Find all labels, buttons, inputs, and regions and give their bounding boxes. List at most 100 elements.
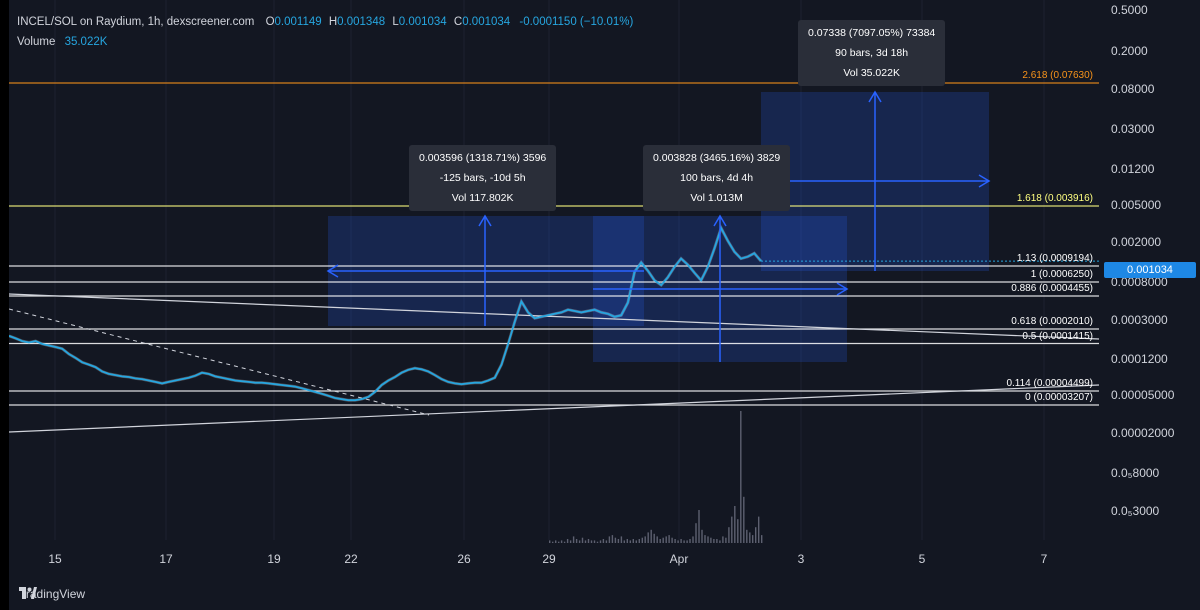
legend-high: 0.001348: [337, 16, 386, 28]
measure-tooltip-1: 0.003596 (1318.71%) 3596 -125 bars, -10d…: [409, 145, 557, 211]
fib-level-label: 0 (0.00003207): [1025, 392, 1093, 403]
price-tick-label: 0.00005000: [1111, 388, 1175, 402]
fib-level-label: 0.114 (0.00004499): [1006, 377, 1093, 389]
volume-bar: [629, 540, 631, 543]
volume-bar: [638, 539, 640, 543]
time-tick-label: 26: [457, 552, 471, 566]
legend-open-label: O: [265, 16, 275, 28]
volume-bar: [581, 537, 584, 543]
volume-bar: [707, 536, 709, 543]
volume-bar: [659, 539, 661, 543]
volume-bar: [608, 536, 611, 543]
measure-arrowhead-side-3: [978, 174, 991, 188]
volume-bar: [692, 536, 694, 543]
measure-arrowhead-side-1: [326, 264, 339, 278]
volume-bar: [596, 541, 599, 543]
volume-bar: [740, 411, 742, 543]
legend-volume: Volume 35.022K: [17, 36, 107, 48]
volume-bar: [560, 540, 563, 543]
fib-level-label: 0.618 (0.0002010): [1011, 315, 1093, 327]
volume-bar: [593, 540, 596, 543]
chart-canvas[interactable]: [9, 0, 1200, 610]
uptrend-line: [9, 384, 1100, 433]
volume-bar: [668, 535, 670, 543]
volume-bar: [698, 510, 700, 543]
volume-bar: [734, 506, 736, 543]
volume-bar: [695, 523, 697, 543]
volume-bar: [635, 540, 637, 543]
price-tick-label: 0.002000: [1111, 235, 1162, 249]
volume-bar: [605, 540, 608, 543]
fib-level-label: 1 (0.0006250): [1030, 269, 1093, 280]
volume-bar: [566, 539, 569, 543]
legend-close-label: C: [453, 16, 463, 28]
fib-level-label: 2.618 (0.07630): [1022, 70, 1093, 81]
dashed-trend-line: [9, 308, 430, 416]
price-tick-label: 0.2000: [1111, 44, 1148, 58]
tooltip-1-volume: Vol 117.802K: [451, 192, 514, 204]
legend-volume-value: 35.022K: [64, 36, 108, 48]
tooltip-3-volume: Vol 35.022K: [843, 67, 900, 79]
volume-bar: [623, 540, 625, 543]
price-tick-label: 0.5000: [1111, 3, 1148, 17]
legend-title: INCEL/SOL on Raydium, 1h, dexscreener.co…: [17, 16, 255, 28]
price-tick-label: 0.0001200: [1111, 352, 1168, 366]
fib-level-label: 0.886 (0.0004455): [1011, 283, 1093, 295]
downtrend-line: [9, 293, 1100, 340]
volume-bar: [599, 540, 602, 543]
volume-bar: [549, 540, 551, 543]
time-tick-label: 7: [1040, 552, 1048, 566]
price-tick-label: 0.00002000: [1111, 426, 1175, 440]
price-tick-label: 0.08000: [1111, 82, 1155, 96]
price-tick-label: 0.0003000: [1111, 313, 1168, 327]
tradingview-brand[interactable]: TradingView: [19, 587, 85, 601]
time-tick-label: 19: [267, 552, 281, 566]
volume-bar: [632, 539, 634, 543]
volume-bar: [725, 537, 727, 543]
price-tick-label: 0.03000: [1111, 122, 1155, 136]
volume-bar: [569, 540, 572, 543]
measure-tooltip-2: 0.003828 (3465.16%) 3829 100 bars, 4d 4h…: [643, 145, 791, 211]
volume-bar: [552, 541, 554, 543]
measure-arrowhead-up-2: [713, 214, 727, 227]
volume-bar: [758, 516, 760, 543]
price-tick-label: 0.0008000: [1111, 275, 1168, 289]
chart-area[interactable]: INCEL/SOL on Raydium, 1h, dexscreener.co…: [9, 0, 1200, 610]
volume-bar: [728, 527, 730, 543]
volume-bar: [647, 532, 649, 543]
time-tick-label: 17: [159, 552, 173, 566]
fib-level-label: 0.5 (0.0001415): [1022, 330, 1093, 342]
volume-bar: [587, 539, 590, 543]
time-tick-label: 5: [918, 552, 926, 566]
legend-change: -0.0001150 (−10.01%): [519, 16, 634, 28]
volume-bar: [755, 527, 757, 543]
volume-bar: [704, 535, 706, 543]
measure-arrowhead-up-3: [868, 90, 882, 103]
volume-bar: [761, 535, 763, 543]
fib-level-label: 1.618 (0.003916): [1016, 192, 1093, 204]
volume-bar: [558, 541, 560, 543]
volume-bar: [602, 539, 605, 543]
fib-level-label: 1.13 (0.0009194): [1016, 253, 1093, 264]
volume-bar: [572, 536, 575, 543]
volume-bar: [722, 536, 724, 543]
time-tick-label: 22: [344, 552, 358, 566]
legend-ohlc: INCEL/SOL on Raydium, 1h, dexscreener.co…: [17, 16, 633, 28]
tooltip-2-volume: Vol 1.013M: [690, 192, 743, 204]
volume-bar: [620, 536, 623, 543]
volume-bar: [563, 541, 566, 543]
volume-bar: [686, 540, 688, 543]
measure-tooltip-3: 0.07338 (7097.05%) 73384 90 bars, 3d 18h…: [798, 20, 946, 86]
volume-bar: [671, 537, 673, 543]
legend-volume-label: Volume: [17, 36, 56, 48]
tradingview-logo-icon: [19, 587, 37, 599]
tooltip-2-bars: 100 bars, 4d 4h: [680, 172, 754, 184]
volume-bar: [737, 519, 739, 543]
volume-bar: [590, 540, 593, 543]
tooltip-1-change: 0.003596 (1318.71%) 3596: [419, 152, 547, 164]
legend-close: 0.001034: [462, 16, 511, 28]
legend-low: 0.001034: [398, 16, 447, 28]
volume-bar: [644, 536, 646, 543]
time-tick-label: Apr: [669, 552, 689, 566]
tooltip-3-change: 0.07338 (7097.05%) 73384: [808, 27, 936, 39]
